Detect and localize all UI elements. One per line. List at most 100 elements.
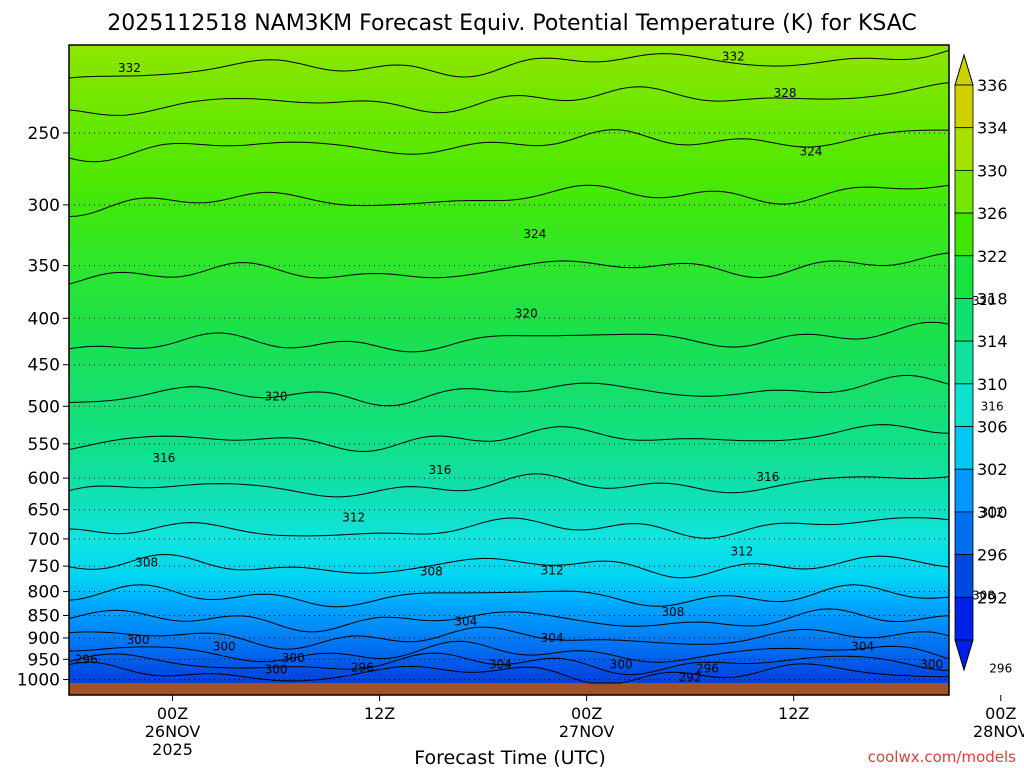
colorbar-segment — [954, 468, 974, 513]
contour-label: 332 — [722, 50, 745, 64]
colorbar-label: 334 — [977, 119, 1008, 138]
x-tick-label: 12Z — [778, 704, 809, 723]
colorbar-label: 330 — [977, 161, 1008, 180]
colorbar-label: 306 — [977, 418, 1008, 437]
contour-line — [68, 608, 950, 633]
contour-line — [68, 661, 949, 684]
contour-label: 308 — [661, 605, 684, 619]
contour-label: 300 — [265, 663, 288, 677]
contour-label: 332 — [118, 61, 141, 75]
y-tick-label: 350 — [28, 257, 60, 277]
y-tick-label: 950 — [28, 650, 60, 670]
contour-label: 304 — [454, 614, 477, 628]
contour-label: 328 — [774, 86, 797, 100]
contour-label: 312 — [541, 563, 564, 577]
colorbar: 336 334 330 326 322 318 314 310 306 302 300 296 292 — [954, 53, 1008, 672]
contour-label: 304 — [541, 631, 564, 645]
y-tick-label: 850 — [28, 606, 60, 626]
colorbar-segment — [954, 84, 974, 129]
contour-label: 312 — [981, 506, 1004, 520]
y-tick-label: 750 — [28, 557, 60, 577]
colorbar-segment — [954, 255, 974, 299]
colorbar-segment — [954, 127, 974, 171]
contour-label: 324 — [523, 227, 546, 241]
colorbar-segment — [954, 554, 974, 598]
y-tick-label: 900 — [28, 629, 60, 649]
contour-line — [68, 652, 950, 676]
colorbar-top-arrow — [954, 53, 974, 86]
contour-label: 304 — [851, 640, 874, 654]
y-tick-label: 600 — [28, 469, 60, 489]
contour-line — [68, 129, 950, 163]
contour-line — [68, 321, 950, 353]
contour-line — [68, 82, 950, 116]
colorbar-label: 314 — [977, 332, 1008, 351]
colorbar-segment — [954, 383, 974, 427]
contour-line — [68, 553, 950, 579]
contour-lines — [68, 49, 950, 684]
x-tick-label: 28NOV — [973, 722, 1024, 741]
contour-line — [68, 424, 950, 453]
contour-label: 296 — [351, 661, 374, 675]
contour-line — [68, 49, 950, 79]
contour-label: 304 — [489, 657, 512, 671]
colorbar-label: 292 — [977, 588, 1008, 607]
y-tick-label: 650 — [28, 501, 60, 521]
y-tick-label: 450 — [28, 356, 60, 376]
colorbar-label: 296 — [977, 546, 1008, 565]
ground-strip — [69, 683, 949, 695]
colorbar-segment — [954, 426, 974, 470]
colorbar-label: 318 — [977, 289, 1008, 308]
contour-label: 316 — [152, 451, 175, 465]
contour-label: 300 — [920, 657, 943, 671]
y-tick-label: 550 — [28, 435, 60, 455]
colorbar-label: 322 — [977, 247, 1008, 266]
y-axis: 250 300 350 400 450 500 550 600 650 700 750 800 850 9… — [17, 124, 69, 691]
credit-text[interactable]: coolwx.com/models — [868, 748, 1016, 766]
contour-label: 320 — [972, 294, 995, 308]
y-tick-label: 1000 — [17, 671, 60, 691]
x-tick-label: 2025 — [152, 740, 193, 759]
y-tick-label: 800 — [28, 583, 60, 603]
colorbar-label: 302 — [977, 460, 1008, 479]
chart-title: 2025112518 NAM3KM Forecast Equiv. Potent… — [107, 11, 917, 36]
contour-label: 308 — [135, 555, 158, 569]
colorbar-segment — [954, 596, 974, 641]
contour-label: 292 — [679, 671, 702, 685]
contour-label: 308 — [972, 588, 995, 602]
contour-label: 300 — [213, 640, 236, 654]
contour-label: 296 — [989, 662, 1012, 676]
contour-label: 296 — [696, 662, 719, 676]
y-tick-label: 250 — [28, 124, 60, 144]
x-tick-label: 00Z — [571, 704, 602, 723]
contour-label: 296 — [75, 652, 98, 666]
contour-label: 312 — [730, 545, 753, 559]
contour-line — [68, 517, 950, 539]
x-tick-label: 00Z — [985, 704, 1016, 723]
contour-line — [68, 640, 950, 663]
colorbar-segment — [954, 169, 974, 214]
x-tick-label: 00Z — [157, 704, 188, 723]
contour-line — [68, 473, 950, 498]
contour-line — [68, 374, 950, 407]
theta-e-field — [69, 45, 949, 695]
plot-frame — [68, 44, 950, 696]
contour-label: 316 — [429, 463, 452, 477]
colorbar-bottom-arrow — [954, 639, 974, 672]
contour-label: 316 — [981, 399, 1004, 413]
contour-label: 320 — [265, 390, 288, 404]
x-tick-label: 12Z — [364, 704, 395, 723]
x-axis-label: Forecast Time (UTC) — [414, 747, 605, 768]
colorbar-segment — [954, 340, 974, 385]
colorbar-label: 336 — [977, 76, 1008, 95]
contour-label: 300 — [127, 633, 150, 647]
contour-label: 308 — [420, 564, 443, 578]
y-tick-label: 400 — [28, 309, 60, 329]
x-tick-label: 27NOV — [559, 722, 615, 741]
colorbar-segment — [954, 298, 974, 342]
y-tick-label: 700 — [28, 530, 60, 550]
